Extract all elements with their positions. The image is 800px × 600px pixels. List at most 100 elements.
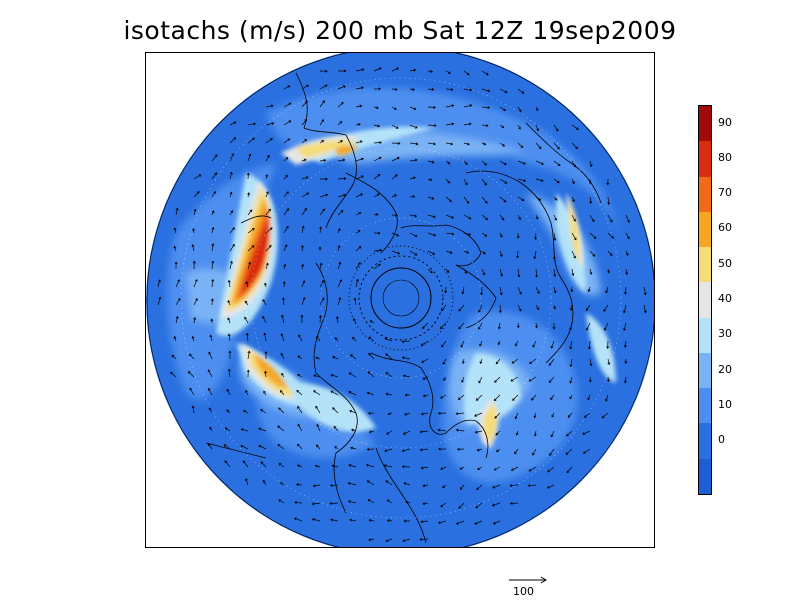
wind-vector-arrow [493, 466, 501, 471]
wind-vector-arrow [228, 350, 232, 360]
wind-vector-arrow [601, 412, 609, 419]
wind-vector-arrow [229, 153, 235, 162]
wind-vector-arrow [437, 520, 447, 525]
wind-vector-arrow [293, 517, 303, 522]
wind-vector-arrow [373, 106, 379, 110]
wind-vector-arrow [571, 232, 577, 241]
wind-vector-arrow [391, 250, 401, 255]
wind-vector-arrow [373, 141, 382, 144]
wind-vector-arrow [445, 196, 452, 203]
wind-vector-arrow [208, 407, 213, 414]
wind-vector-arrow [247, 192, 251, 198]
wind-vector-arrow [553, 124, 559, 132]
wind-vector-arrow [481, 178, 487, 186]
wind-vector-arrow [440, 502, 447, 508]
wind-vector-arrow [373, 248, 383, 252]
wind-vector-arrow [298, 334, 303, 342]
wind-vector-arrow [422, 322, 429, 329]
wind-vector-arrow [391, 87, 398, 91]
wind-vector-arrow [420, 340, 429, 346]
wind-vector-arrow [281, 372, 285, 378]
wind-vector-arrow [224, 427, 231, 432]
wind-vector-arrow [337, 210, 344, 216]
wind-vector-arrow [260, 461, 267, 468]
wind-vector-arrow [535, 214, 539, 220]
wind-vector-arrow [527, 484, 537, 488]
wind-vector-arrow [283, 157, 289, 162]
wind-vector-arrow [409, 142, 419, 146]
wind-vector-arrow [481, 106, 491, 110]
wind-vector-arrow [405, 500, 411, 504]
wind-vector-arrow [622, 304, 627, 314]
wind-vector-arrow [625, 232, 630, 240]
wind-vector-arrow [535, 304, 540, 311]
wind-vector-arrow [427, 214, 436, 219]
wind-vector-arrow [280, 482, 285, 486]
wind-vector-arrow [337, 279, 343, 288]
wind-vector-arrow [516, 250, 520, 259]
wind-vector-arrow [478, 304, 483, 313]
wind-vector-arrow [247, 350, 251, 360]
wind-vector-arrow [499, 250, 503, 258]
wind-vector-arrow [386, 499, 393, 504]
wind-vector-arrow [301, 296, 306, 306]
wind-vector-arrow [461, 286, 465, 295]
wind-vector-arrow [438, 447, 447, 451]
wind-vector-arrow [458, 322, 465, 330]
wind-vector-arrow [391, 67, 400, 72]
wind-vector-arrow [461, 376, 465, 383]
wind-vector-arrow [244, 478, 249, 486]
wind-vector-arrow [211, 191, 216, 198]
wind-vector-arrow [283, 174, 288, 180]
wind-vector-arrow [315, 405, 321, 414]
wind-vector-arrow [385, 480, 393, 486]
wind-vector-arrow [355, 86, 364, 90]
wind-vector-arrow [494, 376, 501, 383]
wind-vector-arrow [553, 286, 557, 294]
wind-vector-arrow [571, 196, 575, 203]
wind-vector-arrow [314, 464, 321, 468]
wind-vector-arrow [331, 464, 339, 468]
wind-vector-arrow [623, 286, 627, 295]
wind-vector-arrow [347, 500, 357, 504]
wind-vector-arrow [348, 464, 357, 468]
colorbar-segment [699, 388, 711, 424]
wind-vector-arrow [606, 340, 610, 349]
wind-vector-arrow [422, 394, 429, 398]
wind-vector-arrow [457, 447, 465, 451]
wind-vector-arrow [265, 191, 269, 198]
wind-vector-arrow [281, 314, 285, 324]
wind-vector-arrow [282, 280, 286, 288]
wind-vector-arrow [368, 352, 375, 360]
wind-vector-arrow [283, 191, 289, 198]
wind-vector-arrow [463, 70, 470, 76]
wind-vector-arrow [244, 316, 249, 324]
wind-vector-arrow [337, 121, 343, 126]
wind-vector-arrow [337, 140, 344, 144]
wind-vector-arrow [455, 520, 465, 525]
wind-vector-arrow [353, 318, 357, 324]
wind-vector-arrow [283, 244, 288, 252]
wind-vector-arrow [244, 300, 249, 306]
wind-vector-arrow [329, 502, 339, 505]
wind-vector-arrow [499, 232, 503, 238]
wind-vector-arrow [247, 122, 257, 126]
wind-vector-arrow [349, 409, 357, 414]
wind-vector-arrow [605, 394, 609, 402]
wind-vector-arrow [401, 465, 411, 469]
wind-vector-arrow [444, 286, 448, 294]
wind-vector-arrow [422, 376, 429, 380]
wind-vector-arrow [517, 124, 521, 130]
wind-vector-arrow [420, 412, 429, 416]
wind-vector-arrow [265, 154, 270, 162]
wind-vector-arrow [319, 262, 323, 270]
wind-vector-arrow [366, 391, 375, 396]
wind-vector-arrow [227, 368, 231, 378]
wind-vector-arrow [510, 466, 519, 471]
wind-vector-arrow [499, 106, 507, 112]
wind-vector-arrow [427, 250, 436, 255]
wind-vector-arrow [277, 444, 285, 450]
wind-vector-arrow [229, 191, 233, 198]
wind-vector-arrow [624, 358, 628, 364]
wind-vector-arrow [211, 172, 218, 180]
